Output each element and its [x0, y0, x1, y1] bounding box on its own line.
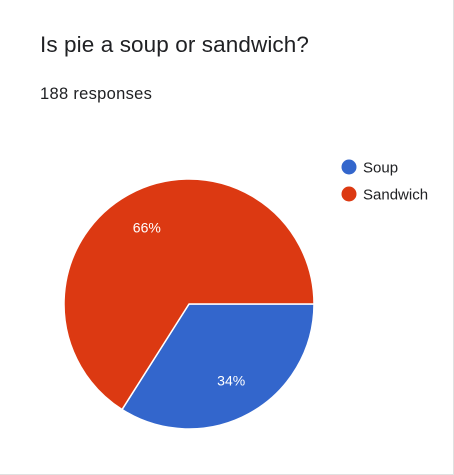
slice-label-sandwich: 66%	[133, 219, 161, 235]
legend-label: Sandwich	[363, 187, 428, 204]
question-title: Is pie a soup or sandwich?	[40, 32, 310, 57]
legend-item-sandwich[interactable]: Sandwich	[341, 186, 429, 204]
slice-label-soup: 34%	[217, 373, 245, 389]
legend-label: Soup	[363, 160, 398, 177]
legend-swatch	[341, 186, 357, 202]
response-count: 188 responses	[40, 85, 153, 103]
legend-swatch	[341, 159, 357, 175]
pie-slices	[63, 178, 315, 430]
pie-slice-sandwich[interactable]	[63, 178, 315, 411]
legend-item-soup[interactable]: Soup	[341, 159, 399, 177]
pie-labels: 34% 66%	[133, 219, 245, 388]
legend: Soup Sandwich	[341, 159, 429, 204]
